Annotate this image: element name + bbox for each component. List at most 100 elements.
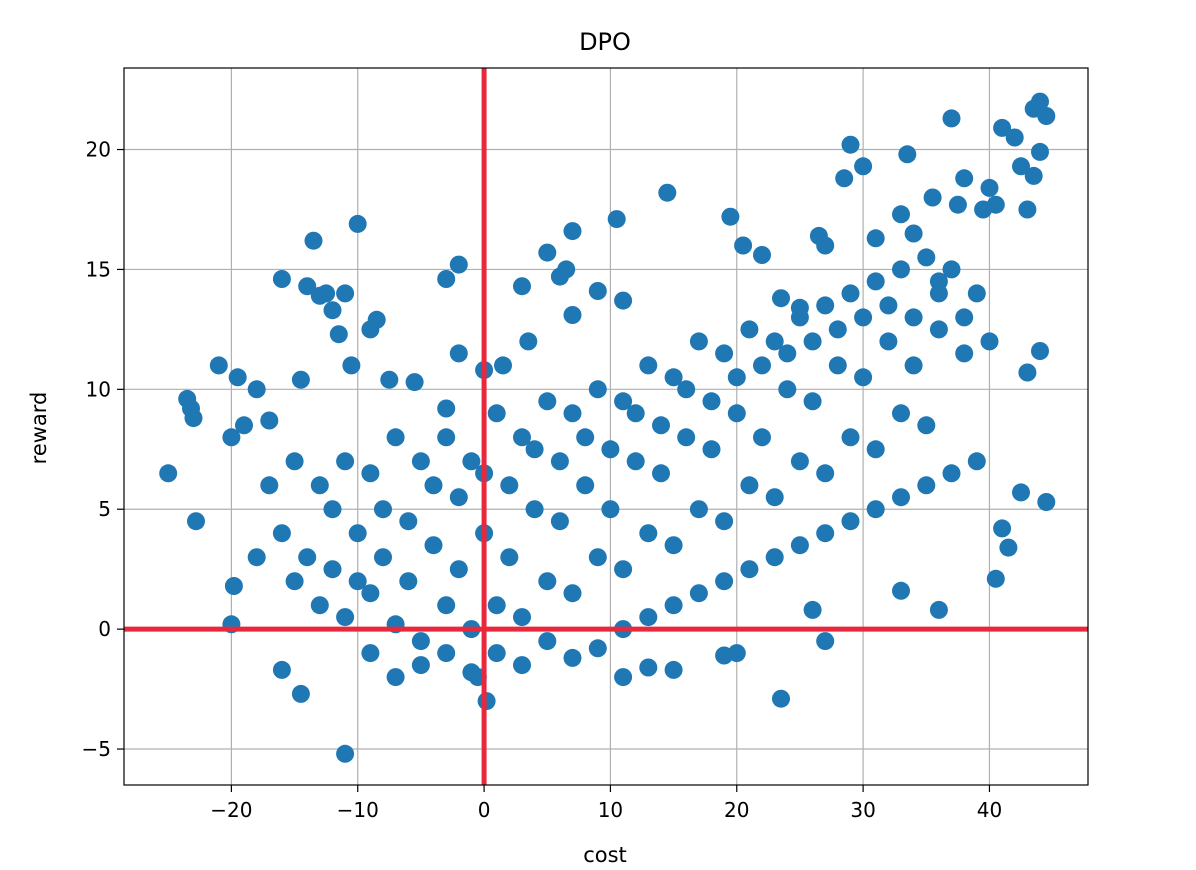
scatter-point <box>948 195 967 214</box>
scatter-point <box>487 596 506 615</box>
scatter-point <box>904 356 923 375</box>
scatter-point <box>1005 128 1024 147</box>
scatter-point <box>563 584 582 603</box>
scatter-point <box>1031 92 1049 111</box>
scatter-point <box>753 356 771 375</box>
scatter-point <box>898 145 917 164</box>
scatter-point <box>1012 157 1030 176</box>
scatter-point <box>588 548 607 567</box>
scatter-point <box>462 663 481 682</box>
scatter-point <box>437 399 456 418</box>
scatter-point <box>298 277 317 296</box>
scatter-point <box>187 512 205 531</box>
scatter-point <box>563 222 582 241</box>
scatter-point <box>639 658 658 677</box>
scatter-point <box>614 668 633 687</box>
y-axis-label: reward <box>27 392 51 465</box>
scatter-point <box>664 536 683 555</box>
scatter-point <box>386 668 405 687</box>
scatter-point <box>828 356 847 375</box>
scatter-point <box>993 118 1012 137</box>
scatter-point <box>614 291 633 310</box>
scatter-point <box>272 660 291 679</box>
scatter-point <box>386 428 405 447</box>
scatter-point <box>380 370 399 389</box>
scatter-point <box>437 428 456 447</box>
scatter-point <box>557 260 576 279</box>
scatter-point <box>374 500 392 519</box>
scatter-point <box>929 600 948 619</box>
scatter-point <box>955 344 974 363</box>
scatter-point <box>374 548 392 567</box>
scatter-point <box>929 284 948 303</box>
scatter-point <box>677 428 696 447</box>
scatter-point <box>658 183 677 202</box>
scatter-point <box>866 440 885 459</box>
scatter-point <box>588 380 607 399</box>
scatter-point <box>367 310 386 329</box>
scatter-point <box>260 411 279 430</box>
scatter-point <box>588 639 607 658</box>
scatter-point <box>348 214 367 233</box>
scatter-point <box>336 284 355 303</box>
y-tick-label: 0 <box>98 617 111 641</box>
scatter-point <box>272 524 291 543</box>
scatter-point <box>449 560 468 579</box>
scatter-point <box>765 488 784 507</box>
scatter-point <box>411 656 430 675</box>
scatter-point <box>879 332 898 351</box>
scatter-point <box>993 519 1012 538</box>
scatter-point <box>519 332 538 351</box>
scatter-point <box>424 476 443 495</box>
scatter-point <box>727 404 746 423</box>
scatter-point <box>942 260 961 279</box>
x-tick-label: 40 <box>977 798 1002 822</box>
scatter-points <box>159 92 1056 763</box>
scatter-point <box>841 284 860 303</box>
scatter-point <box>866 272 885 291</box>
scatter-point <box>816 524 835 543</box>
scatter-point <box>260 476 279 495</box>
scatter-point <box>348 572 367 591</box>
scatter-point <box>500 548 519 567</box>
scatter-point <box>538 572 557 591</box>
scatter-point <box>159 464 178 483</box>
scatter-point <box>550 512 569 531</box>
scatter-point <box>247 380 266 399</box>
scatter-point <box>291 684 310 703</box>
scatter-point <box>550 452 569 471</box>
scatter-point <box>538 392 557 411</box>
reference-lines <box>124 68 1088 785</box>
scatter-point <box>525 440 544 459</box>
scatter-point <box>892 260 910 279</box>
scatter-point <box>790 536 809 555</box>
scatter-point <box>361 644 380 663</box>
scatter-point <box>310 596 329 615</box>
scatter-point <box>538 632 557 651</box>
scatter-point <box>614 392 633 411</box>
scatter-point <box>841 135 860 154</box>
scatter-point <box>765 332 784 351</box>
scatter-point <box>588 282 607 300</box>
x-axis-label: cost <box>583 843 627 867</box>
scatter-point <box>285 572 304 591</box>
scatter-point <box>228 368 247 387</box>
scatter-point <box>816 464 835 483</box>
scatter-point <box>563 306 582 324</box>
scatter-point <box>892 205 910 224</box>
scatter-point <box>1037 493 1056 511</box>
scatter-point <box>342 356 361 375</box>
axis-ticks: −20 −10 0 10 20 30 40 −5 0 5 10 15 20 <box>82 138 1003 822</box>
scatter-point <box>222 428 241 447</box>
scatter-point <box>816 236 835 255</box>
scatter-point <box>892 404 910 423</box>
x-tick-label: 30 <box>850 798 875 822</box>
scatter-point <box>247 548 266 567</box>
scatter-point <box>689 332 708 351</box>
scatter-point <box>765 548 784 567</box>
scatter-point <box>854 308 873 327</box>
x-tick-label: 0 <box>478 798 491 822</box>
scatter-point <box>753 246 771 264</box>
scatter-point <box>449 344 468 363</box>
